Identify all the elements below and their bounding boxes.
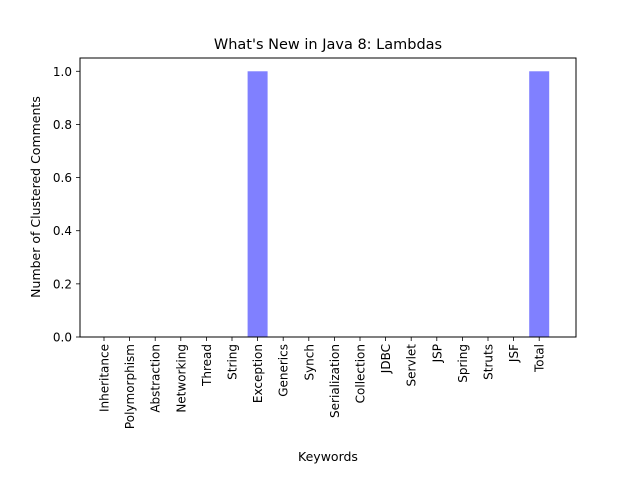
x-tick-label: JSP [430, 344, 444, 363]
chart-title: What's New in Java 8: Lambdas [214, 37, 442, 53]
x-tick-label: Inheritance [98, 344, 112, 412]
x-tick-label: Servlet [405, 344, 419, 387]
x-tick-label: Thread [200, 344, 214, 387]
x-tick-label: Abstraction [149, 344, 163, 413]
x-tick-label: Synch [302, 344, 316, 381]
y-tick-label: 0.4 [53, 224, 72, 238]
x-tick-label: JDBC [379, 344, 393, 374]
bar-exception [247, 71, 268, 337]
y-tick-label: 0.6 [53, 171, 72, 185]
x-tick-label: String [226, 344, 240, 380]
y-tick-label: 0.0 [53, 331, 72, 345]
x-tick-label: Generics [277, 344, 291, 397]
y-tick-label: 0.2 [53, 277, 72, 291]
bar-total [529, 71, 550, 337]
x-axis-label: Keywords [298, 449, 358, 464]
x-tick-label: Spring [456, 344, 470, 383]
x-tick-label: Polymorphism [123, 344, 137, 429]
x-tick-label: Total [533, 344, 547, 373]
y-tick-label: 0.8 [53, 118, 72, 132]
y-axis-label: Number of Clustered Comments [28, 96, 43, 298]
x-axis-ticks: Inheritance Polymorphism Abstraction Networ… [98, 337, 547, 429]
x-tick-label: Collection [354, 344, 368, 403]
x-tick-label: Serialization [328, 344, 342, 418]
plot-area-frame [79, 57, 577, 338]
x-tick-label: JSF [507, 344, 521, 363]
bars [247, 71, 550, 337]
y-axis-ticks: 0.0 0.2 0.4 0.6 0.8 1.0 [53, 65, 80, 345]
x-tick-label: Exception [251, 344, 265, 403]
y-tick-label: 1.0 [53, 65, 72, 79]
x-tick-label: Networking [174, 344, 188, 413]
x-tick-label: Struts [482, 344, 496, 380]
